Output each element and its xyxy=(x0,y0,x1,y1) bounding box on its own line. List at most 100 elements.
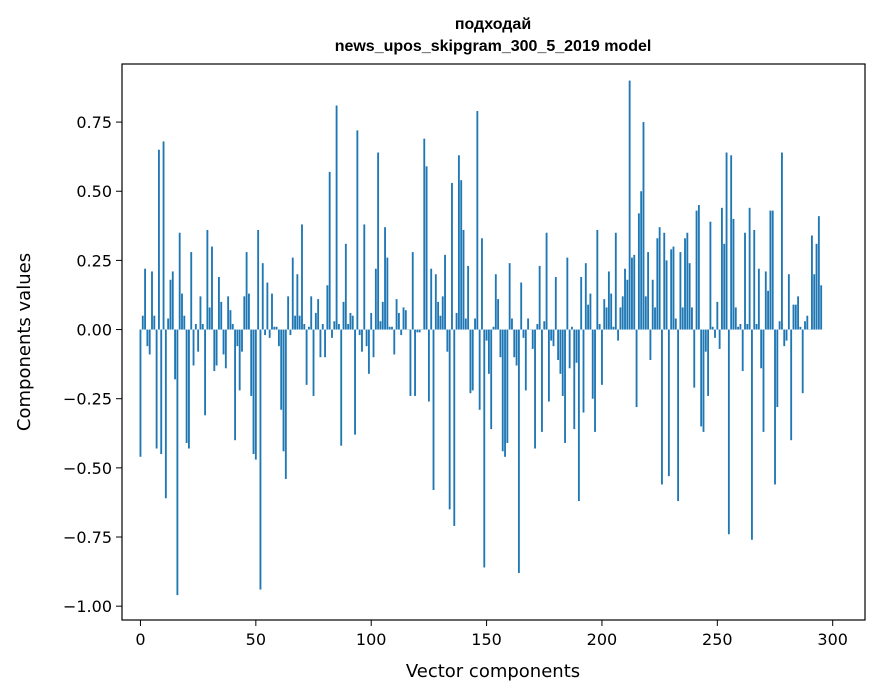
plot-frame xyxy=(121,63,866,621)
bar-213 xyxy=(631,257,633,330)
y-tick-label: 0.75 xyxy=(76,113,112,132)
bar-285 xyxy=(797,296,800,330)
bar-91 xyxy=(349,312,352,330)
bar-252 xyxy=(721,207,723,330)
bar-127 xyxy=(432,329,435,490)
bar-267 xyxy=(755,324,758,330)
bar-0 xyxy=(139,329,142,457)
bar-231 xyxy=(672,246,675,330)
bar-238 xyxy=(688,263,691,330)
bar-128 xyxy=(434,274,437,330)
bar-35 xyxy=(220,301,223,330)
bar-180 xyxy=(554,277,557,330)
bar-163 xyxy=(515,329,518,366)
y-axis-ticks: −1.00 −0.75 −0.50 −0.25 0.00 0.25 0.50 0.75 xyxy=(63,113,122,616)
bar-2 xyxy=(144,268,146,330)
bar-190 xyxy=(577,329,580,502)
bar-167 xyxy=(524,329,527,391)
bar-248 xyxy=(711,326,714,330)
bar-23 xyxy=(192,329,195,366)
bar-115 xyxy=(404,310,407,330)
x-tick-label: 0 xyxy=(135,630,145,649)
bar-175 xyxy=(543,321,546,330)
bar-55 xyxy=(266,282,269,330)
chart-title-line-1: подходай xyxy=(455,16,531,33)
bar-119 xyxy=(414,329,416,396)
x-tick-label: 250 xyxy=(702,630,733,649)
bar-152 xyxy=(490,329,493,430)
bar-75 xyxy=(312,329,315,396)
y-tick-label: −1.00 xyxy=(63,597,112,616)
bar-262 xyxy=(744,232,746,330)
bar-218 xyxy=(642,122,645,330)
bar-216 xyxy=(637,213,640,330)
bar-25 xyxy=(197,329,200,352)
bar-258 xyxy=(734,307,737,330)
bar-226 xyxy=(661,329,663,485)
bar-7 xyxy=(155,329,158,449)
bar-207 xyxy=(617,329,620,341)
bar-240 xyxy=(693,329,696,388)
bar-225 xyxy=(658,227,661,330)
bar-125 xyxy=(427,329,430,402)
bar-120 xyxy=(416,329,419,333)
bar-197 xyxy=(594,329,596,432)
bar-277 xyxy=(778,321,781,330)
bar-154 xyxy=(494,274,497,330)
bar-137 xyxy=(455,312,458,330)
bar-195 xyxy=(589,293,592,330)
bar-294 xyxy=(817,216,820,330)
bar-6 xyxy=(153,315,156,330)
bar-192 xyxy=(582,329,585,413)
bar-series xyxy=(139,80,823,596)
bar-63 xyxy=(284,329,287,479)
bar-211 xyxy=(626,279,629,330)
bar-278 xyxy=(781,152,783,330)
bar-8 xyxy=(158,149,160,330)
bar-251 xyxy=(718,329,721,349)
bar-107 xyxy=(386,257,389,330)
bar-291 xyxy=(811,235,813,330)
bar-266 xyxy=(753,229,756,330)
y-tick-label: 0.00 xyxy=(76,321,112,340)
bar-162 xyxy=(513,329,516,358)
bar-279 xyxy=(783,329,786,347)
bar-40 xyxy=(231,324,234,330)
bar-147 xyxy=(478,329,481,410)
bar-276 xyxy=(776,329,779,407)
bar-41 xyxy=(234,329,236,441)
bar-30 xyxy=(208,307,211,330)
bar-130 xyxy=(439,315,442,330)
bar-96 xyxy=(361,329,363,352)
bar-44 xyxy=(241,329,243,352)
bar-72 xyxy=(305,329,308,385)
bar-208 xyxy=(619,307,622,330)
y-tick-label: −0.75 xyxy=(63,528,112,547)
bar-255 xyxy=(727,329,730,535)
bar-103 xyxy=(377,152,380,330)
bar-159 xyxy=(506,329,509,443)
bar-177 xyxy=(547,329,550,402)
bar-220 xyxy=(647,252,650,330)
bar-200 xyxy=(601,329,603,385)
bar-212 xyxy=(628,80,631,330)
bar-254 xyxy=(725,152,728,330)
bar-92 xyxy=(351,315,354,330)
x-tick-label: 150 xyxy=(471,630,502,649)
bar-58 xyxy=(273,326,276,330)
bar-37 xyxy=(224,329,227,369)
bar-239 xyxy=(691,307,693,330)
bar-281 xyxy=(787,274,790,330)
bar-38 xyxy=(227,296,230,330)
bar-69 xyxy=(298,315,301,330)
bar-186 xyxy=(568,329,571,369)
bar-189 xyxy=(575,329,578,363)
bar-3 xyxy=(146,329,149,347)
bar-53 xyxy=(261,263,264,330)
bar-126 xyxy=(430,268,433,330)
bar-136 xyxy=(453,329,456,526)
bar-194 xyxy=(587,304,590,330)
bar-26 xyxy=(199,296,202,330)
bar-83 xyxy=(331,329,333,338)
